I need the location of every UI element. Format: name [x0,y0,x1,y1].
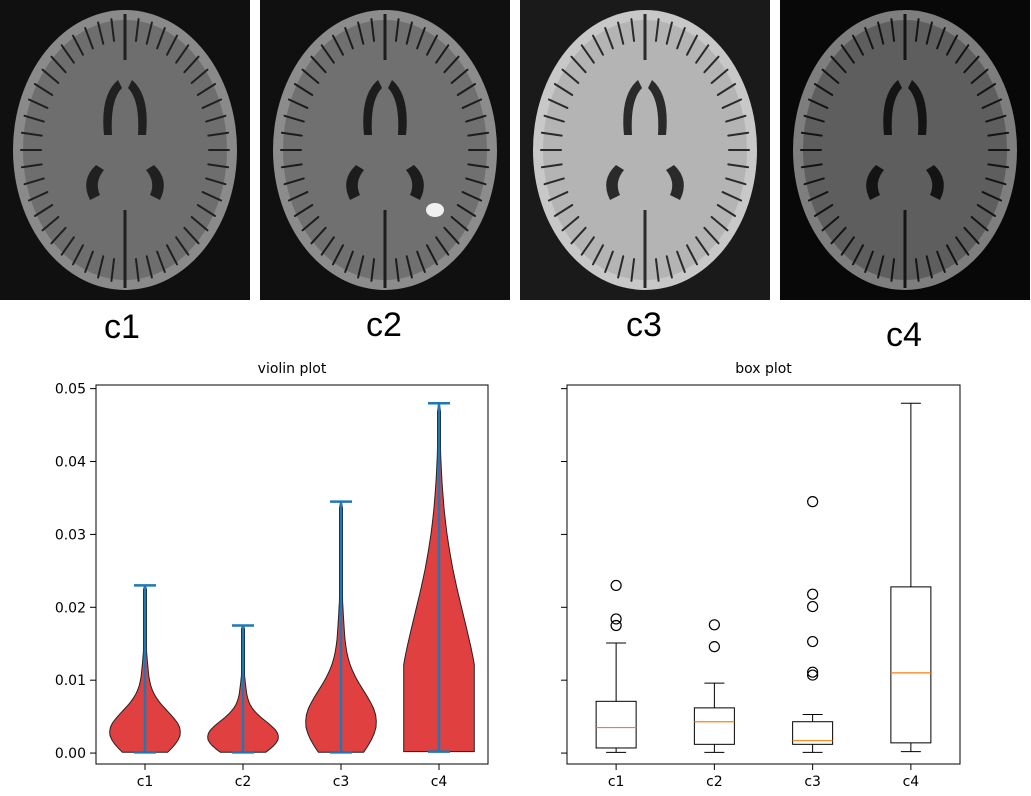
mri-panel-c3 [520,0,770,300]
brain-scan-image [0,0,250,300]
x-tick-label: c4 [431,774,448,790]
panel-label-c1: c1 [104,308,140,346]
plot-frame [566,384,961,765]
box-outlier [807,666,819,678]
box-outlier [610,613,622,625]
mri-panel-c1 [0,0,250,300]
box-body-c4 [890,586,932,744]
x-tick-label: c1 [137,774,154,790]
x-tick-label: c4 [903,774,920,790]
box-outlier [807,669,819,681]
box-outlier [807,600,819,613]
chart-title: box plot [735,361,792,377]
plot-frame [95,384,489,765]
y-tick-label: 0.03 [55,527,86,543]
charts-area: violin plot 0.00 0.01 0.02 0.03 0.04 0.05 c1 c2 c… [55,361,961,790]
violin-plot-chart: violin plot 0.00 0.01 0.02 0.03 0.04 0.05 c1 c2 c… [55,361,489,790]
y-tick-label: 0.00 [55,746,86,762]
panel-label-c3: c3 [626,306,662,344]
x-tick-label: c3 [804,774,821,790]
chart-title: violin plot [258,361,327,377]
x-tick-label: c2 [235,774,252,790]
box-outlier [610,619,622,632]
box-body-c2 [693,707,735,745]
x-tick-label: c2 [706,774,723,790]
box-outlier [807,635,819,648]
brain-scan-image [520,0,770,300]
box-outlier [610,579,622,592]
y-tick-label: 0.04 [55,455,86,471]
box-plot-chart: box plot c1 c2 c3 c4 [561,361,961,790]
y-tick-label: 0.01 [55,673,86,689]
box-outlier [807,496,819,508]
panel-label-c2: c2 [366,306,402,344]
mri-panel-c2 [260,0,510,300]
box-outlier [708,641,720,653]
x-tick-label: c3 [333,774,350,790]
brain-scan-image [260,0,510,300]
box-outlier [708,619,720,631]
x-tick-label: c1 [608,774,625,790]
mri-panel-c4 [780,0,1030,300]
brain-scan-image [780,0,1030,300]
box-body-c1 [595,700,637,749]
y-tick-label: 0.05 [55,382,86,398]
panel-label-c4: c4 [886,316,922,354]
box-outlier [807,588,819,600]
y-tick-label: 0.02 [55,600,86,616]
